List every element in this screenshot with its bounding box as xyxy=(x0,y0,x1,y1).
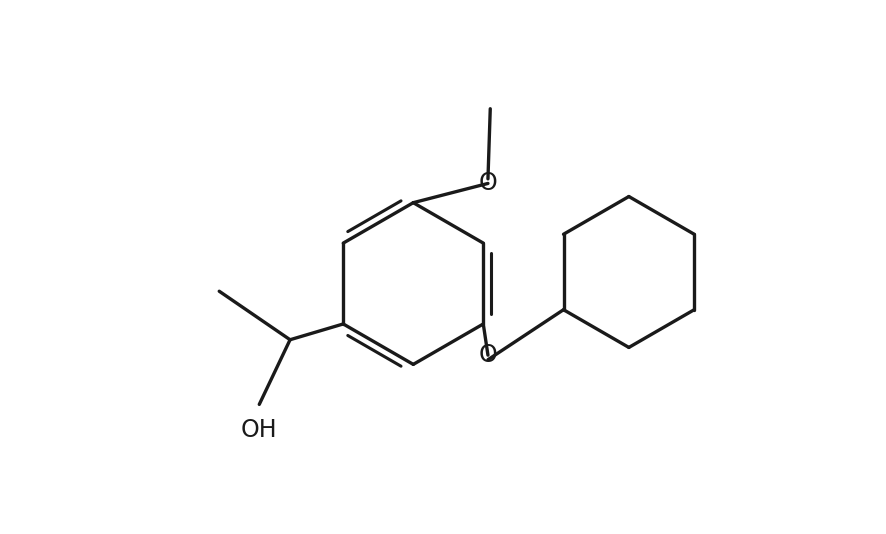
Text: OH: OH xyxy=(241,418,277,442)
Text: O: O xyxy=(478,343,497,367)
Text: O: O xyxy=(478,171,497,195)
